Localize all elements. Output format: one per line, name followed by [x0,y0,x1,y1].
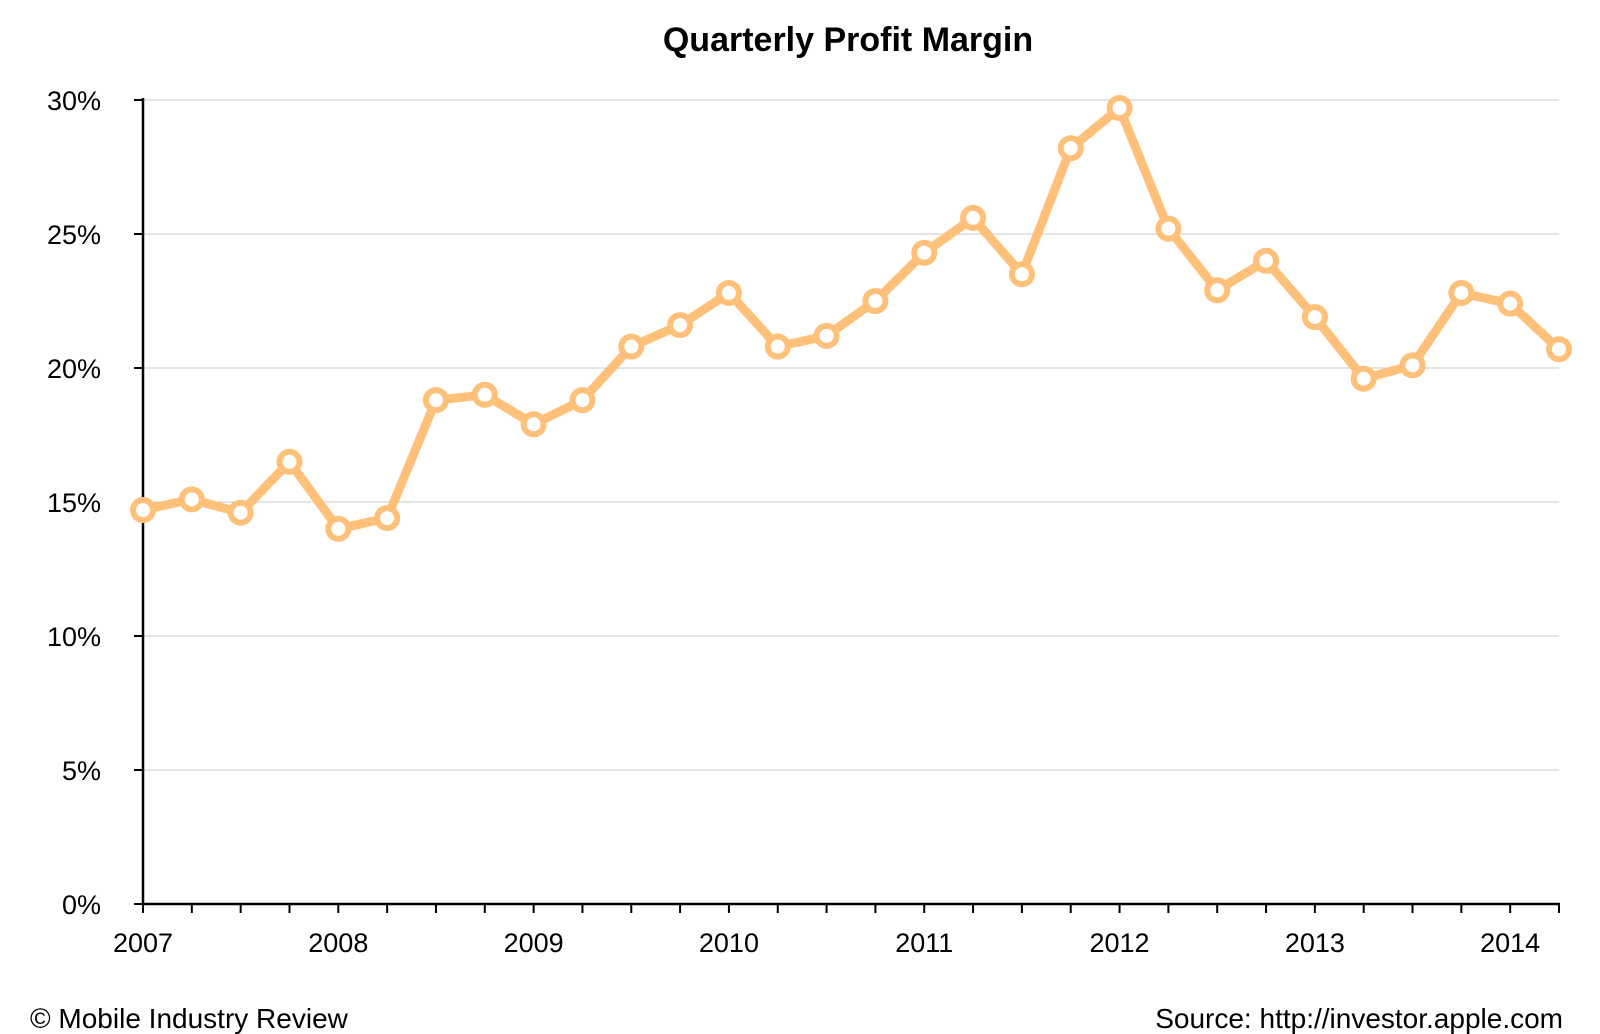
axes [134,98,1560,913]
x-tick-label: 2014 [1480,928,1540,958]
series [130,95,1572,542]
data-point [1155,215,1182,242]
data-point [276,448,303,475]
x-tick-label: 2009 [504,928,564,958]
y-tick-label: 10% [47,622,101,652]
series-line [138,103,1564,534]
y-tick-label: 15% [47,488,101,518]
data-point [1301,304,1328,331]
data-point [422,387,449,414]
x-tick-label: 2011 [895,928,953,958]
data-point [1057,135,1084,162]
data-point [1106,95,1133,122]
data-point [1399,352,1426,379]
data-point [569,387,596,414]
data-point [178,486,205,513]
gridlines [143,99,1559,771]
data-point [862,288,889,314]
y-tick-label: 30% [47,86,101,116]
data-point [1008,261,1035,288]
data-point [1253,247,1280,274]
data-point [325,515,352,542]
y-tick-label: 20% [47,354,101,384]
chart-title: Quarterly Profit Margin [663,21,1033,59]
data-point [1350,365,1377,392]
y-tick-label: 5% [62,756,101,786]
data-point [764,333,791,360]
x-tick-label: 2007 [113,928,173,958]
data-point [1204,277,1231,304]
data-point [618,333,645,360]
data-point [1448,279,1475,306]
data-point [520,411,547,438]
data-point [471,381,498,408]
data-point [1546,336,1572,363]
tick-labels: 0% 5% 10% 15% 20% 25% 30% 2007 2008 2009 2010 2011 2… [47,86,1540,958]
y-tick-label: 25% [47,220,101,250]
data-point [374,505,401,532]
data-point [960,204,987,231]
data-point [911,239,938,266]
y-tick-label: 0% [62,890,101,920]
data-point [715,279,742,306]
data-point [667,312,694,339]
source-text: Source: http://investor.apple.com [1155,1003,1563,1034]
x-tick-label: 2012 [1090,928,1150,958]
x-tick-label: 2010 [699,928,759,958]
data-point [227,499,254,526]
credit-text: © Mobile Industry Review [30,1003,348,1034]
data-point [1497,290,1524,317]
x-tick-label: 2008 [308,928,368,958]
x-tick-label: 2013 [1285,928,1345,958]
data-point [813,322,840,349]
data-point [130,497,156,524]
